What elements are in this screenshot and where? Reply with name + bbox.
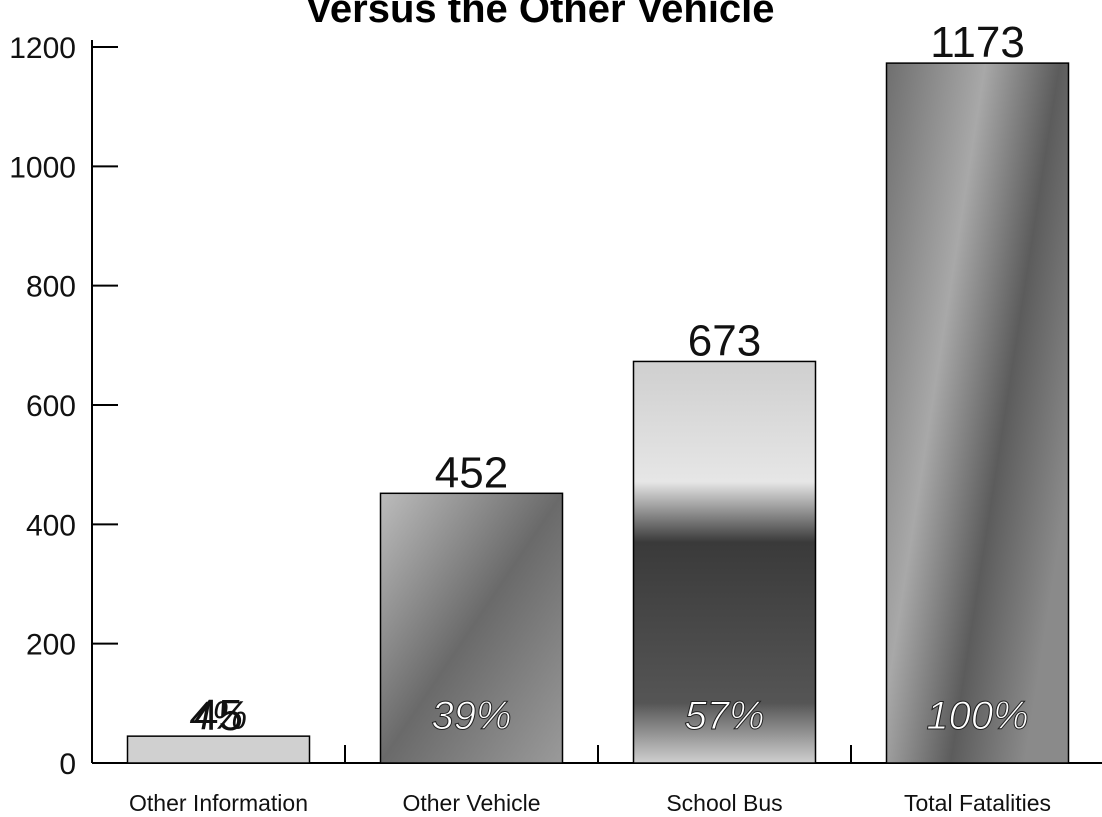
bar — [126, 735, 311, 764]
y-tick-label: 0 — [59, 748, 76, 781]
y-tick-label: 400 — [26, 509, 76, 542]
y-tick-label: 200 — [26, 629, 76, 662]
share-label: 100% — [926, 694, 1028, 738]
y-tick-label: 1200 — [9, 32, 76, 65]
share-label: 4% — [190, 694, 248, 738]
value-label: 673 — [688, 316, 761, 365]
chart-title: Versus the Other Vehicle — [305, 0, 774, 31]
x-tick-label: School Bus — [666, 790, 782, 816]
share-label: 57% — [684, 694, 764, 738]
bar — [885, 62, 1070, 764]
y-tick-label: 1000 — [9, 151, 76, 184]
x-tick-label: Total Fatalities — [904, 790, 1051, 816]
y-tick-label: 600 — [26, 390, 76, 423]
x-tick-label: Other Information — [129, 790, 308, 816]
share-label: 39% — [431, 694, 511, 738]
bar — [379, 492, 564, 764]
y-tick-label: 800 — [26, 271, 76, 304]
value-label: 1173 — [930, 18, 1025, 67]
x-tick-label: Other Vehicle — [402, 790, 540, 816]
value-label: 452 — [435, 448, 508, 497]
value-label: 45 — [194, 691, 243, 740]
bar — [632, 360, 817, 764]
